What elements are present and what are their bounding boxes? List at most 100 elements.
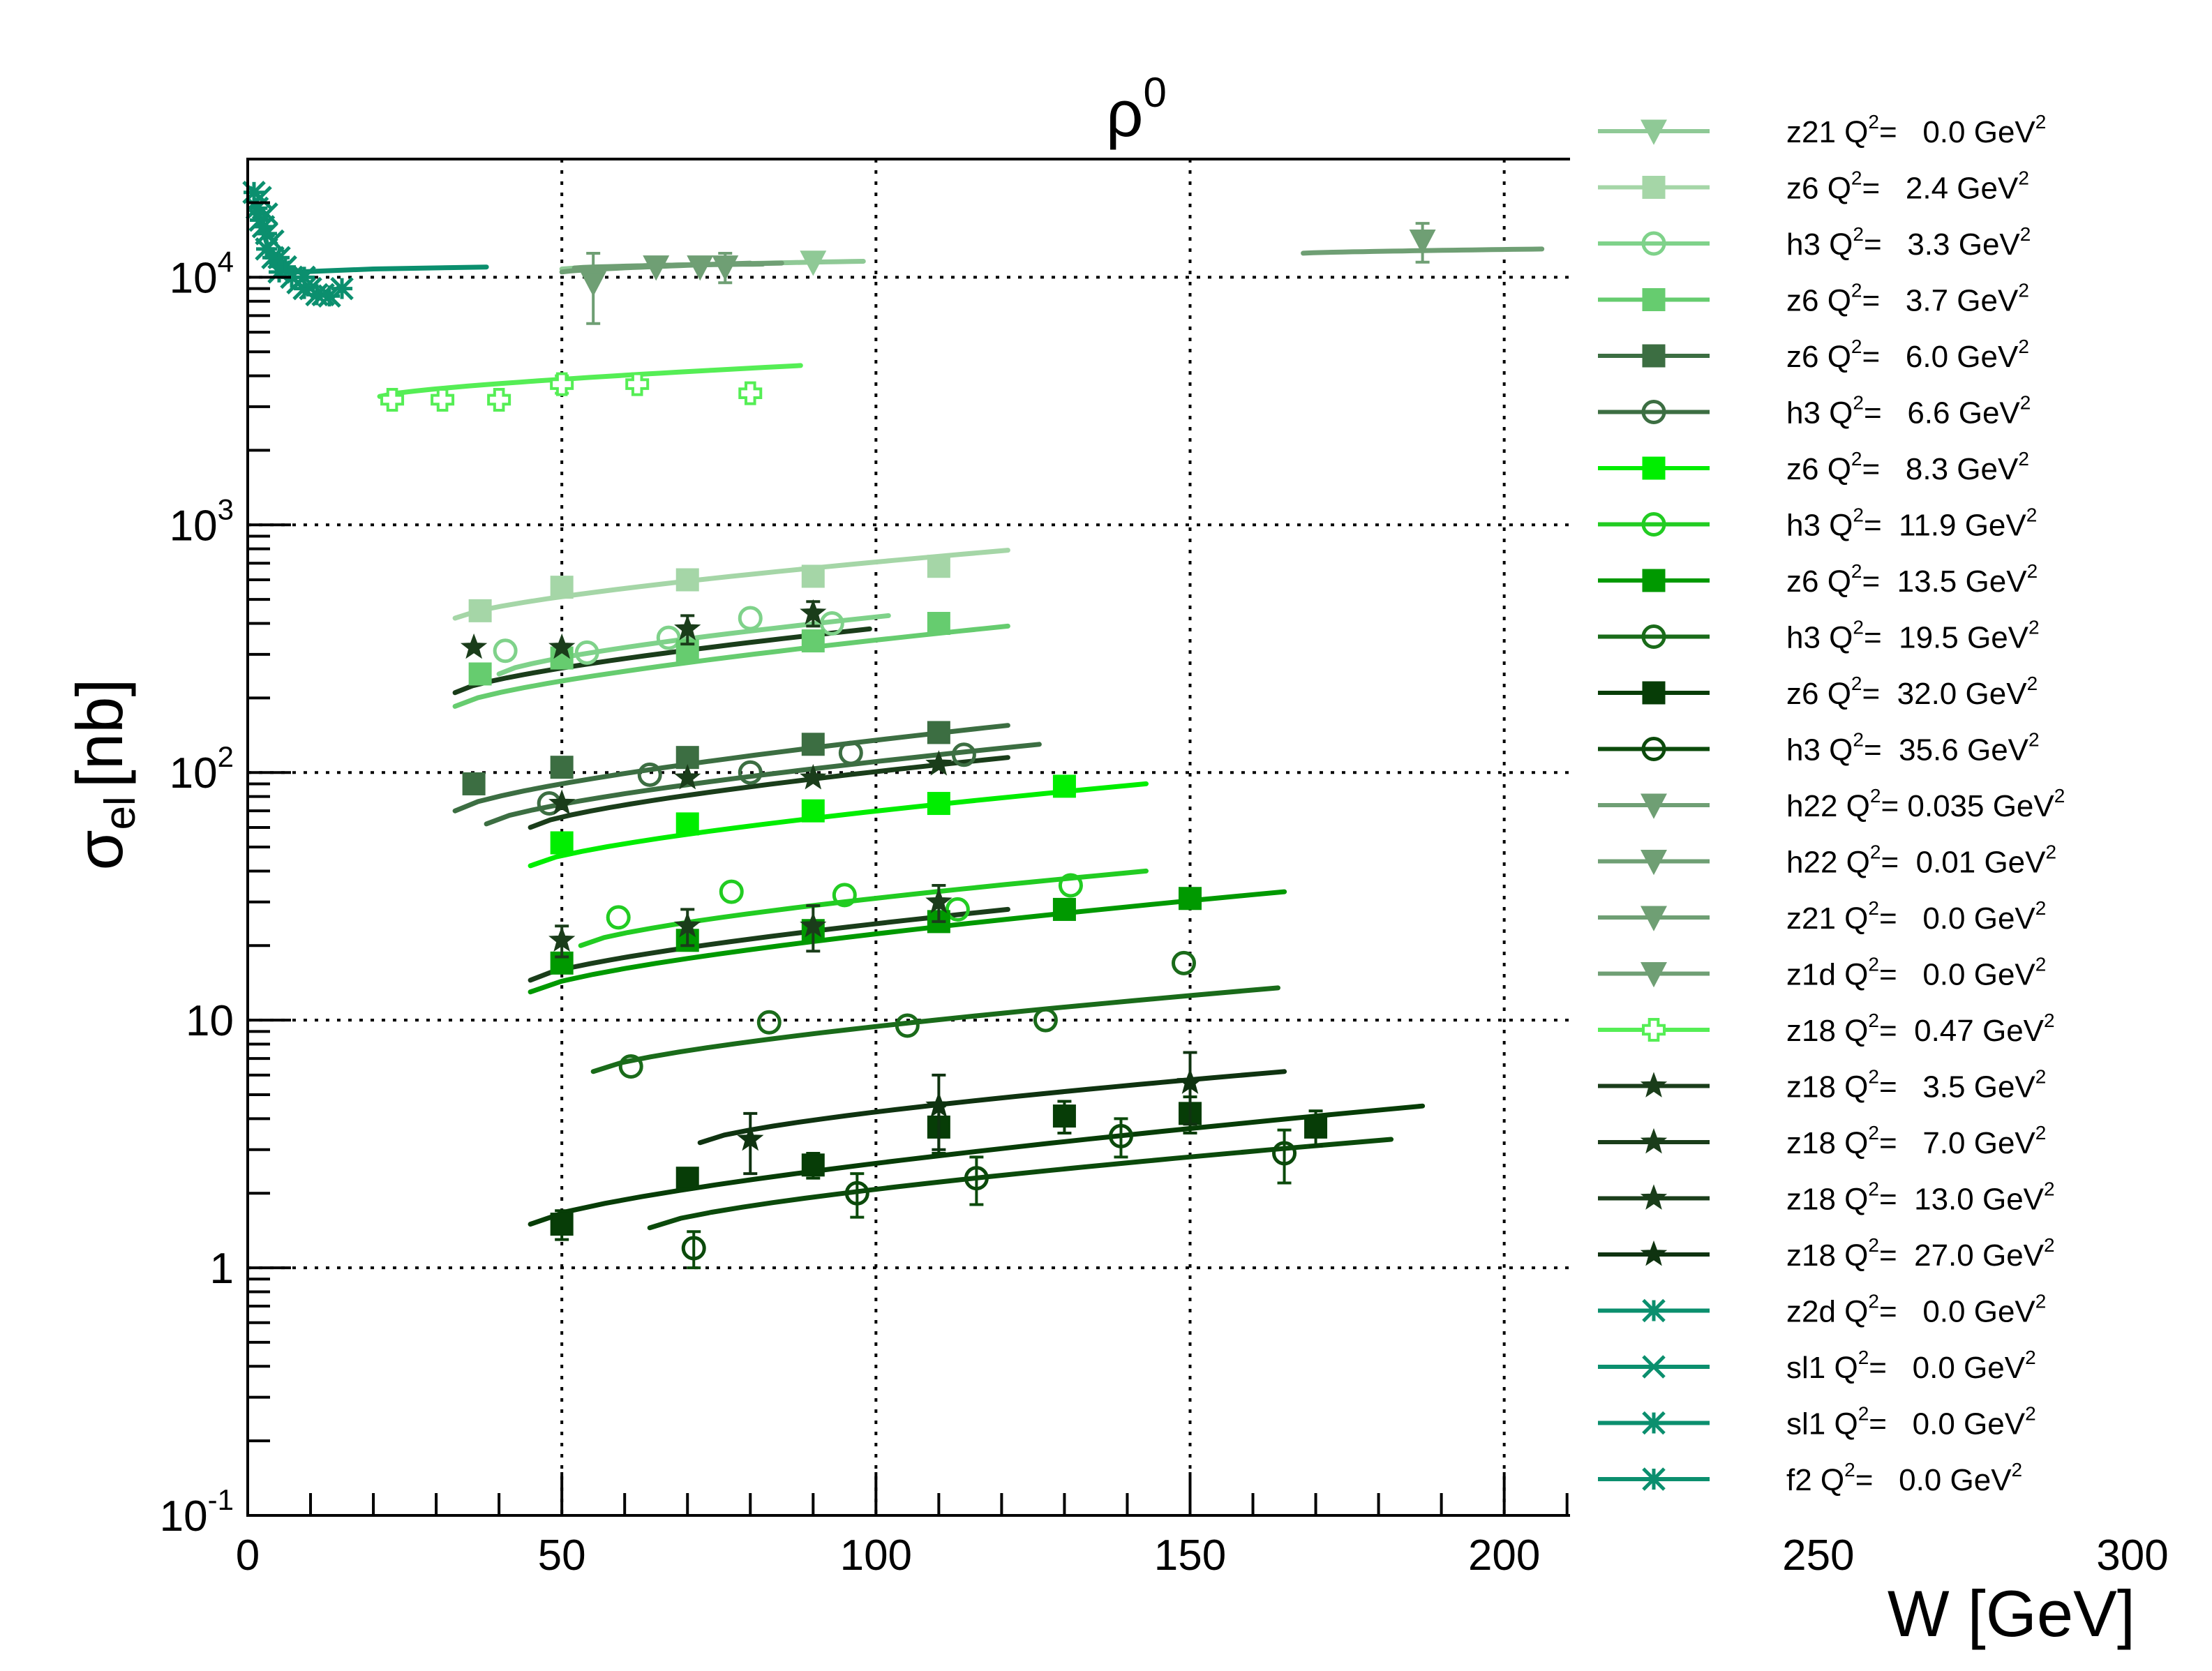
legend-label: h3 Q2= 35.6 GeV2	[1786, 729, 2040, 767]
marker-star	[800, 764, 827, 790]
marker-circle	[656, 625, 681, 650]
marker-square	[550, 831, 574, 855]
x-tick-label: 300	[2096, 1531, 2168, 1580]
marker-star	[1640, 1240, 1668, 1266]
legend-entry: z6 Q2= 6.0 GeV2	[1598, 336, 2029, 374]
legend-label: z1d Q2= 0.0 GeV2	[1786, 954, 2046, 992]
marker-asterisk	[1642, 1467, 1666, 1491]
marker-asterisk	[330, 276, 354, 301]
marker-circle	[819, 611, 844, 636]
marker-circle	[832, 883, 857, 908]
legend-entry: z21 Q2= 0.0 GeV2	[1598, 111, 2046, 149]
legend-entry: h3 Q2= 11.9 GeV2	[1598, 504, 2037, 543]
legend-label: z18 Q2= 3.5 GeV2	[1786, 1066, 2046, 1104]
y-tick-label: 10-1	[160, 1483, 234, 1541]
marker-square	[1642, 344, 1666, 368]
marker-circle	[1641, 737, 1666, 761]
marker-circle	[1272, 1141, 1297, 1166]
marker-x	[1642, 1355, 1666, 1379]
x-tick-label: 50	[538, 1531, 586, 1580]
marker-square	[1642, 176, 1666, 199]
marker-square	[462, 772, 486, 795]
marker-circle	[951, 742, 976, 767]
y-tick-label: 102	[170, 740, 234, 797]
legend-label: f2 Q2= 0.0 GeV2	[1786, 1459, 2022, 1497]
marker-circle	[738, 760, 763, 785]
legend: z21 Q2= 0.0 GeV2 z6 Q2= 2.4 GeV2 h3 Q2= 3.…	[1570, 98, 2212, 1521]
marker-star	[674, 912, 701, 938]
marker-star	[800, 599, 827, 625]
marker-square	[675, 568, 699, 592]
marker-star	[925, 887, 952, 914]
marker-star	[925, 1092, 952, 1118]
fit-curve	[452, 626, 872, 696]
marker-asterisk	[1642, 1298, 1666, 1323]
legend-label: z6 Q2= 6.0 GeV2	[1786, 336, 2029, 374]
legend-entry: z6 Q2= 3.7 GeV2	[1598, 280, 2029, 318]
marker-square	[1052, 774, 1076, 798]
marker-circle	[574, 640, 599, 665]
marker-star	[925, 750, 952, 776]
marker-circle	[637, 762, 662, 787]
marker-star	[1640, 1127, 1668, 1154]
legend-entry: z6 Q2= 32.0 GeV2	[1598, 673, 2038, 711]
legend-label: z18 Q2= 7.0 GeV2	[1786, 1122, 2046, 1160]
marker-tri-down	[1641, 793, 1667, 819]
legend-entry: f2 Q2= 0.0 GeV2	[1598, 1459, 2022, 1497]
marker-square	[1642, 569, 1666, 592]
legend-entry: z6 Q2= 13.5 GeV2	[1598, 560, 2038, 599]
x-tick-label: 150	[1154, 1531, 1226, 1580]
marker-square	[927, 612, 950, 636]
marker-star	[460, 633, 488, 659]
marker-circle	[606, 905, 631, 930]
legend-label: sl1 Q2= 0.0 GeV2	[1786, 1403, 2036, 1441]
marker-star	[548, 633, 576, 659]
fit-curve	[578, 868, 1149, 948]
marker-square	[1179, 887, 1202, 911]
marker-x	[311, 283, 335, 307]
marker-square	[675, 1167, 699, 1190]
marker-tri-down	[800, 250, 827, 276]
legend-label: h22 Q2= 0.035 GeV2	[1786, 785, 2065, 823]
legend-label: z18 Q2= 27.0 GeV2	[1786, 1234, 2055, 1273]
legend-label: z6 Q2= 2.4 GeV2	[1786, 167, 2029, 206]
marker-circle	[1641, 400, 1666, 424]
marker-circle	[1058, 873, 1083, 898]
marker-circle	[618, 1054, 643, 1079]
legend-entry: h3 Q2= 19.5 GeV2	[1598, 617, 2040, 655]
marker-circle	[1171, 950, 1196, 975]
marker-square	[801, 629, 825, 653]
legend-label: z18 Q2= 13.0 GeV2	[1786, 1178, 2055, 1217]
marker-tri-down	[1641, 962, 1667, 988]
marker-square	[801, 1153, 825, 1177]
fit-curve	[377, 363, 803, 399]
legend-label: z21 Q2= 0.0 GeV2	[1786, 897, 2046, 936]
x-tick-label: 0	[236, 1531, 260, 1580]
x-axis-title: W [GeV]	[1888, 1577, 2135, 1650]
fit-curve	[452, 548, 1010, 621]
marker-tri-down	[687, 255, 714, 281]
legend-entry: z18 Q2= 27.0 GeV2	[1598, 1234, 2055, 1273]
marker-circle	[1108, 1123, 1133, 1148]
legend-label: z2d Q2= 0.0 GeV2	[1786, 1291, 2046, 1329]
marker-circle	[681, 1236, 706, 1261]
fit-curve	[484, 742, 1042, 827]
legend-label: h3 Q2= 3.3 GeV2	[1786, 223, 2031, 262]
marker-square	[801, 564, 825, 588]
marker-square	[1642, 288, 1666, 311]
marker-tri-down	[643, 255, 670, 281]
legend-label: h3 Q2= 6.6 GeV2	[1786, 392, 2031, 430]
legend-entry: z1d Q2= 0.0 GeV2	[1598, 954, 2046, 992]
marker-asterisk	[1642, 1411, 1666, 1435]
legend-entry: z6 Q2= 2.4 GeV2	[1598, 167, 2029, 206]
marker-circle	[719, 879, 744, 904]
x-axis-ticks: 0 50 100 150 200 250 300	[236, 1472, 2169, 1580]
marker-star	[737, 1125, 764, 1151]
legend-label: h22 Q2= 0.01 GeV2	[1786, 841, 2056, 880]
legend-label: z18 Q2= 0.47 GeV2	[1786, 1010, 2055, 1048]
marker-cross	[625, 372, 650, 396]
fit-curve	[528, 889, 1287, 995]
legend-entry: z21 Q2= 0.0 GeV2	[1598, 897, 2046, 936]
legend-label: z6 Q2= 32.0 GeV2	[1786, 673, 2038, 711]
